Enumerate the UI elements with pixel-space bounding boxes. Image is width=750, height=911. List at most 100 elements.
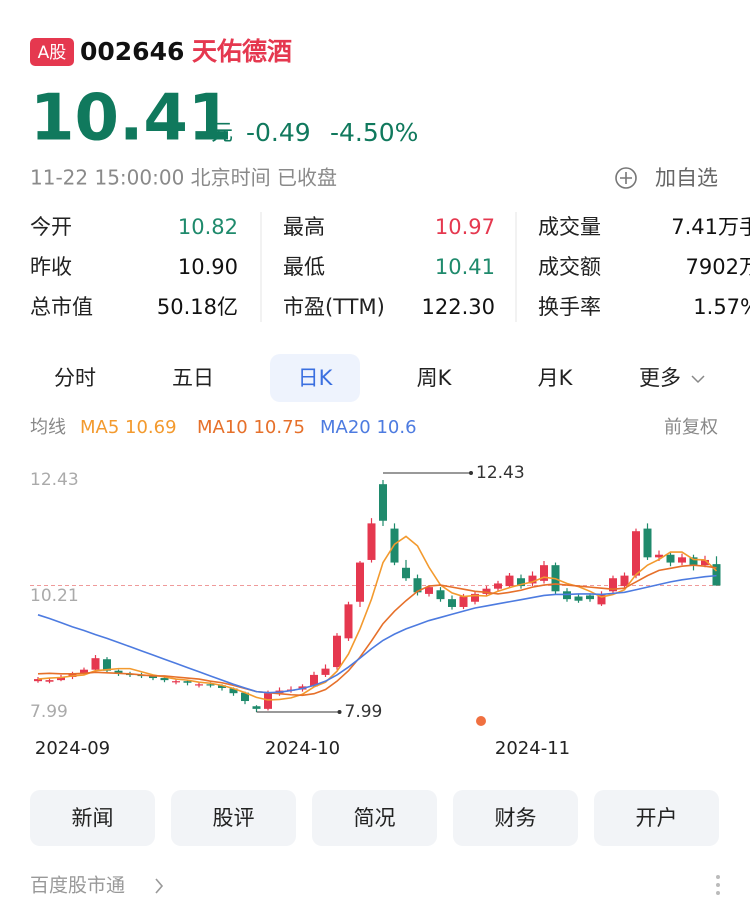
button[interactable]: 股评 bbox=[213, 806, 255, 830]
badge-bg bbox=[30, 38, 74, 66]
footer-arrow bbox=[155, 878, 164, 894]
ma-line bbox=[37, 574, 717, 694]
ma-title: 均线 bbox=[30, 417, 66, 438]
add-plus bbox=[620, 172, 632, 184]
button-bg[interactable] bbox=[30, 790, 155, 846]
candle-body bbox=[505, 575, 514, 587]
button[interactable]: 简况 bbox=[354, 806, 396, 830]
stat-value: 10.97 bbox=[435, 215, 495, 239]
candle-body bbox=[620, 575, 629, 587]
candle-body bbox=[183, 681, 192, 683]
button-bg[interactable] bbox=[594, 790, 719, 846]
candle-body bbox=[689, 557, 698, 566]
button-bg[interactable] bbox=[453, 790, 578, 846]
candle-body bbox=[609, 578, 617, 592]
candle-body bbox=[252, 706, 261, 709]
candle-body bbox=[632, 531, 640, 576]
stat-value: 10.90 bbox=[178, 255, 238, 279]
badge: A股 bbox=[38, 43, 67, 63]
candle-body bbox=[310, 674, 318, 687]
stat-value: 10.82 bbox=[178, 215, 238, 239]
change-pct: -4.50% bbox=[330, 118, 418, 147]
tab[interactable]: 日K bbox=[298, 366, 334, 390]
x-tick-label: 2024-11 bbox=[495, 738, 570, 759]
candle-body bbox=[471, 593, 479, 602]
candle-body bbox=[402, 567, 410, 579]
candle-body bbox=[655, 554, 663, 558]
candle-body bbox=[666, 554, 675, 563]
candle-body bbox=[528, 575, 537, 584]
adjust-mode[interactable]: 前复权 bbox=[664, 417, 718, 438]
more-arrow bbox=[691, 375, 705, 384]
candle-body bbox=[45, 680, 54, 682]
stat-label: 昨收 bbox=[30, 255, 72, 279]
stat-label: 成交量 bbox=[538, 215, 601, 239]
candle-body bbox=[586, 595, 594, 600]
stat-value: 122.30 bbox=[422, 295, 495, 319]
stat-label: 总市值 bbox=[30, 295, 93, 319]
tab[interactable]: 五日 bbox=[172, 366, 214, 390]
ma-legend: MA5 10.69 bbox=[80, 417, 177, 438]
candle-body bbox=[574, 596, 583, 601]
candle-body bbox=[597, 593, 606, 605]
candle-body bbox=[459, 596, 468, 607]
max-dot bbox=[469, 471, 473, 475]
tab[interactable]: 更多 bbox=[639, 366, 681, 390]
menu-dots[interactable] bbox=[716, 875, 720, 895]
candle-body bbox=[517, 578, 525, 587]
quote-time: 11-22 15:00:00 北京时间 已收盘 bbox=[30, 166, 337, 190]
y-tick-label: 10.21 bbox=[30, 586, 79, 606]
stat-label: 成交额 bbox=[538, 255, 601, 279]
candle-body bbox=[229, 688, 238, 694]
candle-body bbox=[379, 484, 387, 521]
tab[interactable]: 周K bbox=[417, 366, 453, 390]
tab[interactable]: 分时 bbox=[54, 366, 96, 390]
candle-body bbox=[712, 564, 721, 586]
add-watch[interactable]: 加自选 bbox=[655, 166, 718, 190]
candle-body bbox=[333, 635, 341, 668]
footer-brand[interactable]: 百度股市通 bbox=[30, 875, 125, 897]
button[interactable]: 新闻 bbox=[72, 806, 114, 830]
stat-value: 10.41 bbox=[435, 255, 495, 279]
y-tick-label: 7.99 bbox=[30, 702, 68, 722]
button[interactable]: 财务 bbox=[495, 806, 537, 830]
add-icon[interactable] bbox=[615, 167, 637, 189]
candle-body bbox=[436, 590, 445, 600]
candle-body bbox=[241, 692, 249, 702]
stat-label: 换手率 bbox=[538, 295, 601, 319]
candle-body bbox=[264, 693, 272, 709]
button-bg[interactable] bbox=[312, 790, 437, 846]
candle-body bbox=[367, 523, 376, 560]
min-dot bbox=[337, 710, 342, 714]
y-tick-label: 12.43 bbox=[30, 470, 79, 490]
candle-body bbox=[482, 588, 491, 594]
event-dot[interactable] bbox=[476, 716, 486, 726]
candle-body bbox=[448, 599, 456, 607]
candle-body bbox=[413, 578, 422, 593]
candle-body bbox=[344, 604, 353, 639]
price-unit: 元 bbox=[211, 121, 233, 146]
candle-body bbox=[218, 685, 226, 688]
ma-line bbox=[37, 564, 717, 697]
candle-body bbox=[103, 659, 111, 671]
ma-legend: MA10 10.75 bbox=[197, 417, 305, 438]
candle-body bbox=[195, 684, 203, 686]
stat-label: 最高 bbox=[283, 215, 325, 239]
stat-value: 7.41万手 bbox=[671, 215, 750, 239]
candle-body bbox=[114, 670, 123, 674]
tab[interactable]: 月K bbox=[538, 366, 574, 390]
button[interactable]: 开户 bbox=[636, 806, 678, 830]
candle-body bbox=[57, 676, 65, 681]
candle-body bbox=[80, 669, 88, 674]
price: 10.41 bbox=[30, 82, 232, 156]
button-bg[interactable] bbox=[171, 790, 296, 846]
candle-body bbox=[160, 678, 169, 681]
candle-body bbox=[540, 565, 548, 581]
candle-body bbox=[643, 528, 652, 558]
candle-body bbox=[149, 675, 157, 679]
candle-body bbox=[172, 681, 180, 683]
candle-body bbox=[494, 583, 502, 589]
stat-label: 最低 bbox=[283, 255, 325, 279]
